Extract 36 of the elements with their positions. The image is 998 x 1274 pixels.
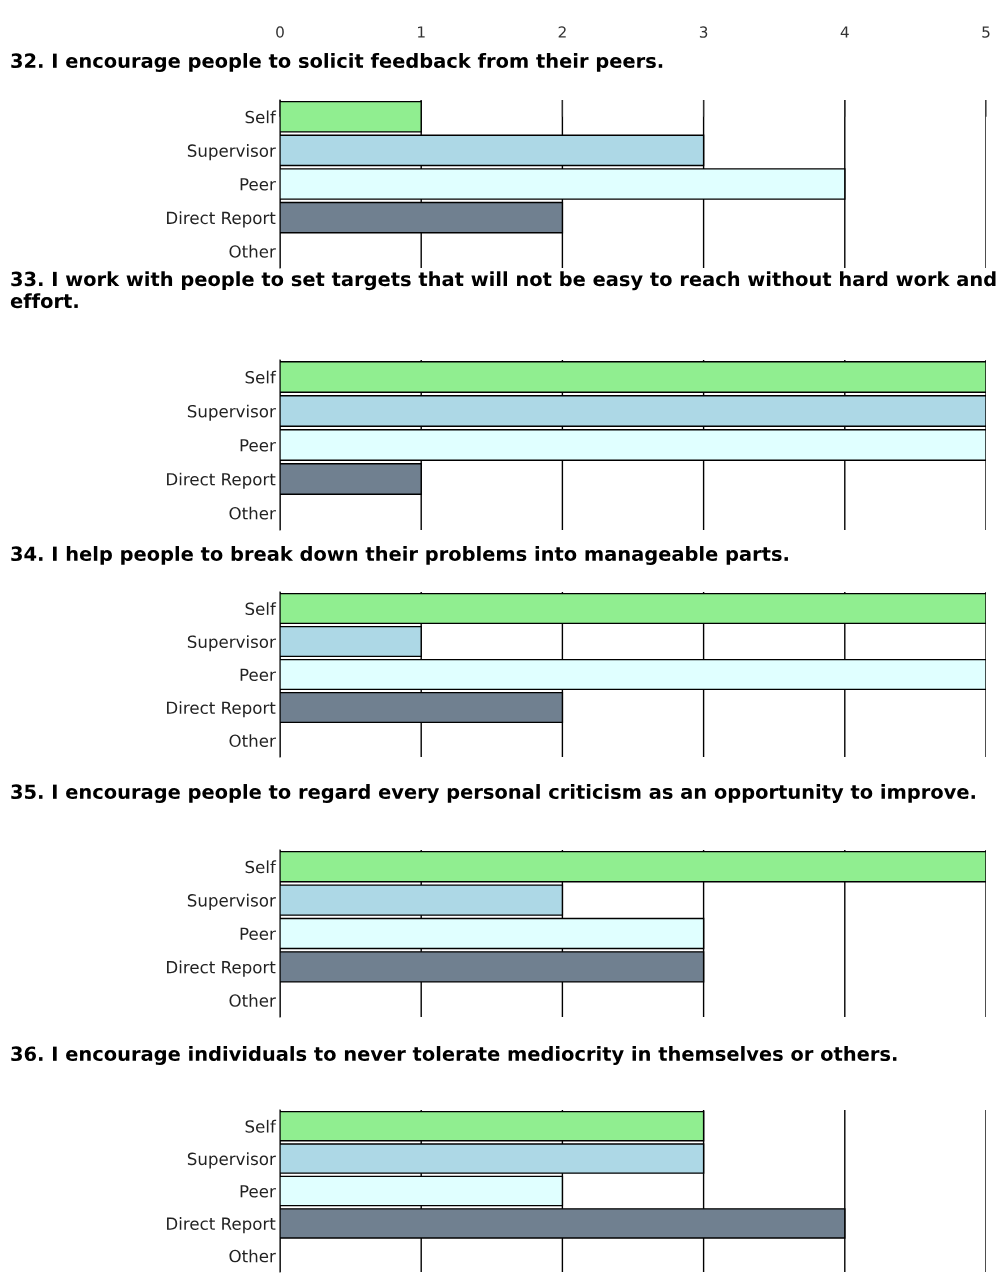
y-tick-label: Supervisor	[187, 635, 276, 652]
y-tick-label: Supervisor	[187, 404, 276, 421]
y-tick-label: Self	[245, 110, 277, 124]
y-tick-label: Peer	[240, 178, 276, 191]
chart-title: 36. I encourage individuals to never tolerate mediocrity in themselves or others.	[11, 1046, 897, 1065]
y-tick-label: Peer	[240, 439, 276, 452]
y-tick-label: Direct Report	[167, 701, 276, 718]
x-tick-label: 5	[982, 26, 990, 38]
y-tick-label: Self	[245, 1119, 277, 1133]
x-tick-label: 0	[276, 26, 284, 38]
chart-title: 34. I help people to break down their problems into manageable parts.	[11, 546, 788, 565]
y-tick-label: Other	[229, 993, 276, 1007]
chart-title: 35. I encourage people to regard every personal criticism as an opportunity to improve.	[11, 784, 975, 803]
chart-title: 32. I encourage people to solicit feedback from their peers.	[11, 53, 663, 72]
y-tick-label: Peer	[240, 1185, 276, 1198]
y-tick-label: Other	[229, 506, 276, 520]
y-tick-label: Direct Report	[167, 1217, 276, 1234]
y-tick-label: Peer	[240, 668, 276, 682]
x-tick-label: 2	[558, 26, 566, 38]
y-tick-label: Direct Report	[167, 960, 276, 977]
chart-title: 33. I work with people to set targets that will not be easy to reach without hard work and effort.	[10, 271, 996, 309]
y-tick-label: Other	[229, 244, 276, 258]
y-tick-label: Supervisor	[187, 893, 276, 910]
x-tick-label: 4	[840, 26, 849, 38]
y-tick-label: Self	[245, 860, 277, 874]
x-tick-label: 3	[699, 26, 708, 38]
x-tick-label: 1	[418, 26, 425, 38]
y-tick-label: Direct Report	[167, 472, 276, 489]
y-tick-label: Self	[245, 602, 277, 616]
y-tick-label: Peer	[240, 927, 276, 941]
y-tick-label: Supervisor	[187, 1152, 276, 1169]
y-tick-label: Self	[245, 370, 277, 384]
y-tick-label: Supervisor	[187, 144, 276, 161]
y-tick-label: Other	[229, 1249, 276, 1263]
y-tick-label: Other	[229, 734, 276, 748]
y-tick-label: Direct Report	[167, 211, 276, 228]
